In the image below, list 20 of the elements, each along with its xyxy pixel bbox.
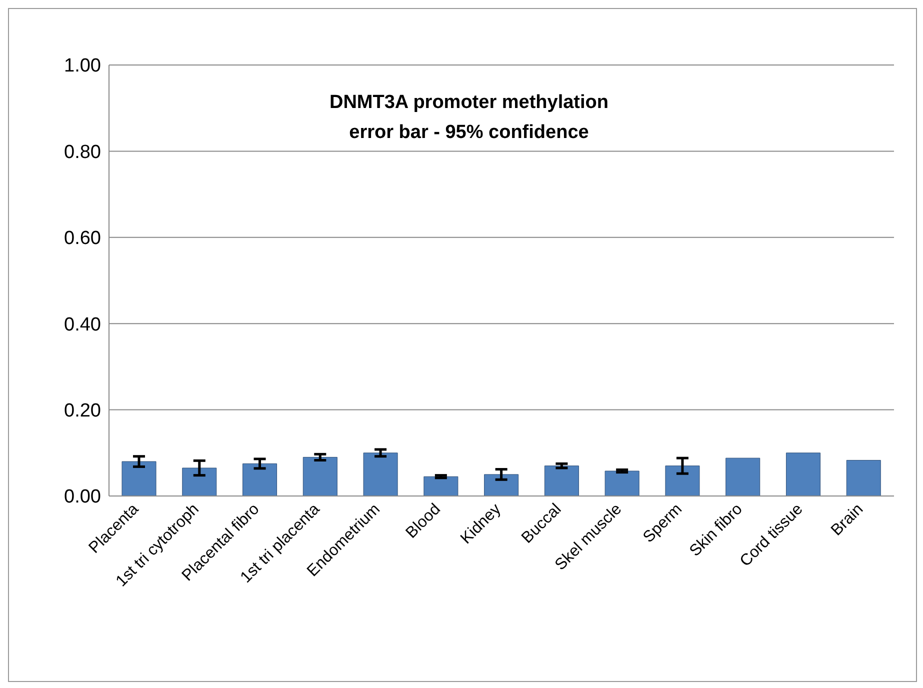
bar — [484, 474, 519, 496]
bar — [665, 466, 700, 496]
bar — [604, 470, 640, 496]
y-tick-label: 0.00 — [64, 486, 101, 508]
bar — [242, 463, 278, 496]
y-tick-label: 0.20 — [64, 400, 101, 422]
y-tick-label: 0.40 — [64, 314, 101, 336]
text: DNMT3A promoter methylation error bar - 95% confidence — [329, 92, 609, 143]
y-tick-label: 0.60 — [64, 228, 101, 250]
bar — [182, 468, 217, 496]
bar — [122, 461, 156, 496]
bar — [786, 452, 820, 496]
bar — [726, 458, 760, 496]
bar — [544, 466, 579, 496]
bar — [363, 452, 398, 496]
y-tick-label: 1.00 — [64, 56, 101, 77]
bar — [302, 456, 338, 496]
y-tick-label: 0.80 — [64, 142, 101, 163]
bar — [424, 476, 458, 496]
bar — [846, 460, 881, 496]
